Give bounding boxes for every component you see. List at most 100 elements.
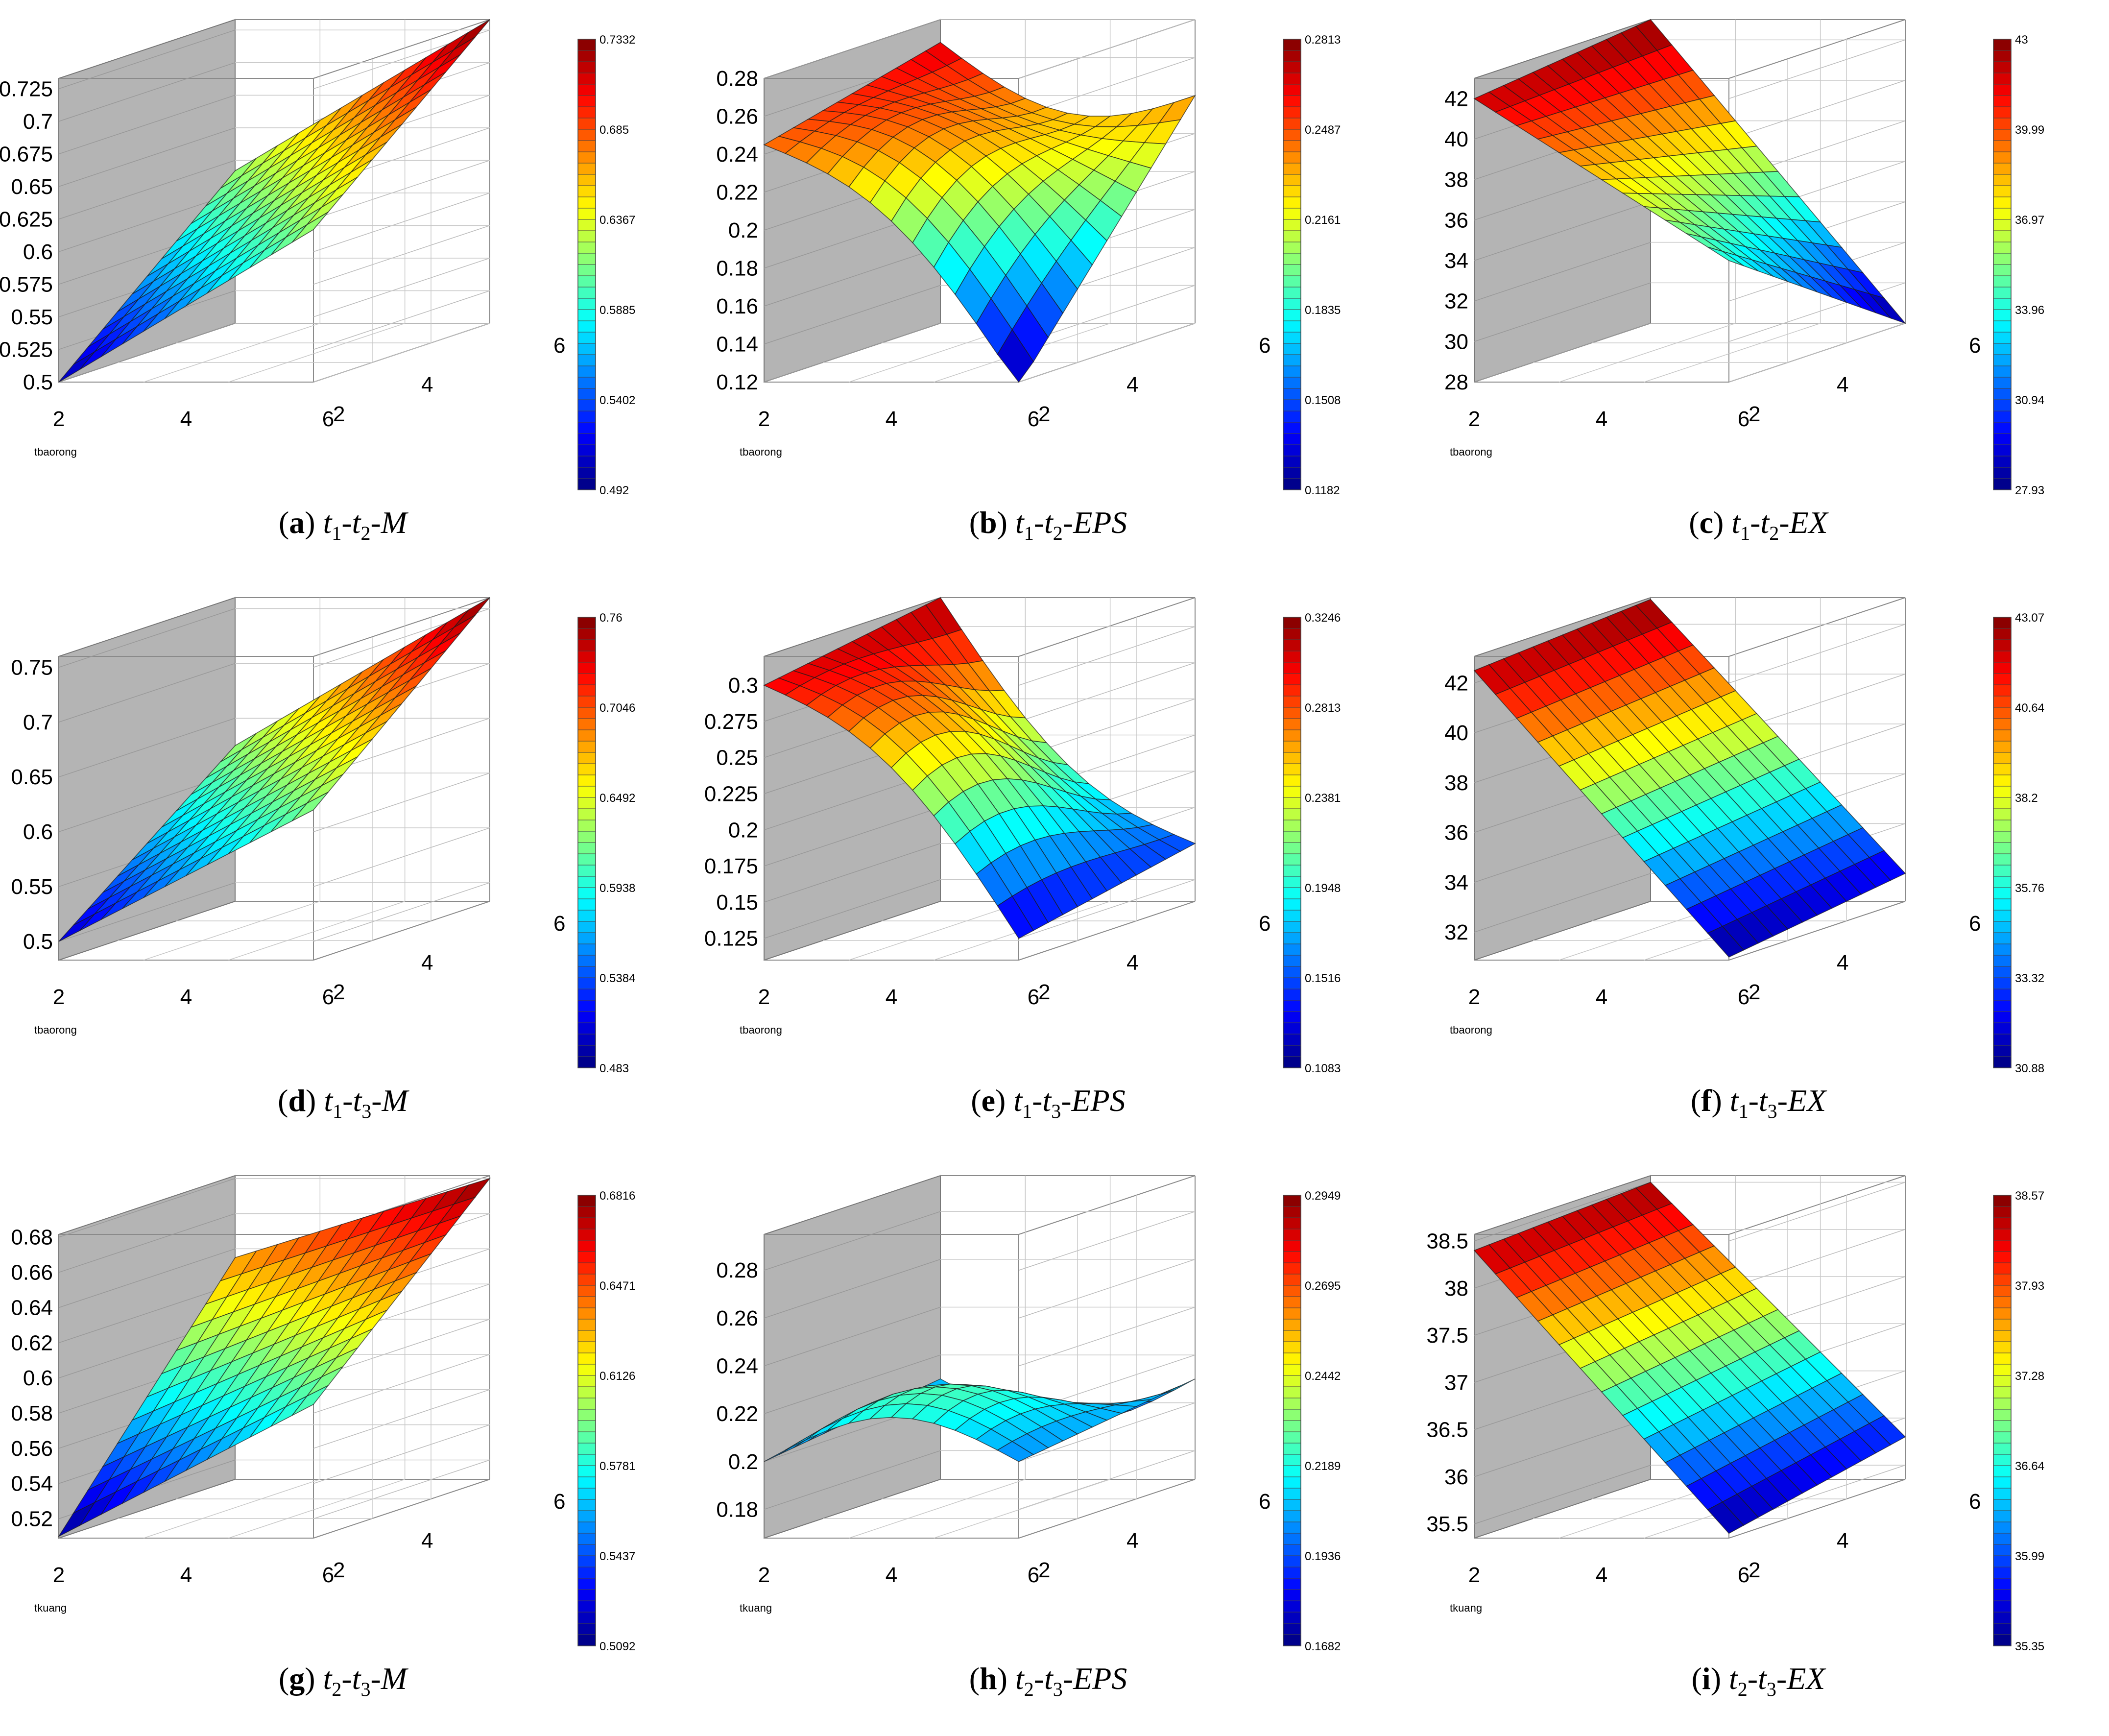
z-tick-label: 0.26 [716,105,758,129]
colorbar-band [1993,265,2011,276]
caption-var: t1 [1731,505,1750,544]
colorbar-band [1993,921,2011,933]
colorbar-band [578,152,596,164]
colorbar-band [1993,129,2011,141]
colorbar-band [578,174,596,186]
colorbar-band [1283,1477,1301,1489]
gridline [228,901,405,961]
x-tick-label: 2 [758,407,770,431]
x-axis-label: tbaorong [1450,1024,1492,1036]
gridline [58,1213,236,1273]
z-tick-label: 0.54 [11,1472,53,1496]
z-tick-label: 0.5 [23,370,53,394]
gridline [313,1319,490,1378]
colorbar-band [1993,1454,2011,1466]
surface-patch [1707,926,1745,958]
z-tick-label: 36 [1444,208,1468,232]
y-tick-label: 4 [421,1529,433,1553]
gridline [58,663,236,723]
colorbar-band [578,775,596,787]
gridline [58,95,236,155]
colorbar-band [578,1578,596,1590]
surface-patch [292,792,329,821]
colorbar-band [1283,1342,1301,1353]
colorbar-band [1283,1432,1301,1444]
colorbar-frame [1993,39,2012,490]
colorbar-band [1993,1023,2011,1035]
colorbar-band [1993,1590,2011,1601]
x-tick-label: 6 [1738,985,1750,1009]
colorbar-band [1993,1556,2011,1567]
gridline [313,290,490,350]
caption-letter: c [1699,505,1714,540]
colorbar-band [578,1601,596,1613]
colorbar-tick-label: 0.5437 [599,1550,635,1563]
colorbar-band [1993,1578,2011,1590]
colorbar-band [1283,163,1301,175]
colorbar-band [1283,662,1301,674]
gridline [228,1479,405,1539]
z-tick-label: 0.56 [11,1437,53,1461]
colorbar-band [1993,1330,2011,1342]
colorbar-band [578,640,596,651]
colorbar-band [1283,651,1301,663]
caption-metric: M [381,1661,407,1696]
colorbar-band [1283,1511,1301,1522]
colorbar-band [1283,1045,1301,1057]
y-tick-label: 6 [1969,912,1981,936]
z-tick-label: 0.55 [11,305,53,329]
colorbar-tick-label: 0.7046 [599,701,635,715]
x-tick-label: 2 [758,1563,770,1587]
colorbar-band [1993,1285,2011,1297]
colorbar-tick-label: 36.97 [2015,214,2044,227]
colorbar-band [578,888,596,899]
gridline [1018,879,1196,939]
y-tick-label: 2 [1038,980,1050,1004]
colorbar-band [1993,1319,2011,1331]
gridline [1644,323,1821,383]
surface-patch [997,895,1034,939]
caption-sub: 3 [1053,1678,1063,1700]
colorbar-band [1993,219,2011,231]
colorbar-tick-label: 0.2189 [1305,1460,1341,1473]
gridline [313,1424,490,1484]
colorbar-tick-label: 0.1682 [1305,1640,1341,1653]
colorbar-band [1993,1488,2011,1500]
z-tick-label: 0.28 [716,67,758,91]
z-tick-label: 36.5 [1426,1418,1468,1442]
colorbar-band [1993,1364,2011,1376]
colorbar-band [1283,1000,1301,1012]
gridline [228,323,405,383]
colorbar-band [578,651,596,663]
panel-caption: (d) t1-t3-M [278,1083,408,1122]
z-tick-label: 37 [1444,1371,1468,1395]
x-tick-label: 6 [1738,1563,1750,1587]
colorbar-band [1283,1218,1301,1230]
colorbar: 0.3246 0.2813 0.2381 0.1948 0.1516 0.1083 [1283,611,1341,1075]
gridline [313,323,490,383]
gridline [1018,1259,1196,1319]
colorbar-band [1283,366,1301,378]
colorbar-band [1993,910,2011,922]
gridline [1018,19,1196,79]
colorbar-band [578,809,596,820]
colorbar-band [1283,400,1301,411]
colorbar-band [578,1195,596,1207]
colorbar-band [578,1556,596,1567]
gridline [144,323,320,383]
x-tick-label: 6 [322,407,334,431]
colorbar-band [1993,39,2011,51]
y-tick-label: 4 [421,951,433,975]
colorbar-band [1993,1409,2011,1421]
colorbar-band [1993,1635,2011,1646]
gridline [1728,1229,1906,1289]
caption-sub: 1 [1024,522,1034,544]
colorbar-band [578,1511,596,1522]
colorbar-band [578,332,596,344]
gridline [764,1450,941,1510]
colorbar-band [578,310,596,321]
colorbar-band [1993,1000,2011,1012]
colorbar-tick-label: 36.64 [2015,1460,2044,1473]
colorbar-band [1993,1206,2011,1218]
colorbar-band [578,696,596,708]
